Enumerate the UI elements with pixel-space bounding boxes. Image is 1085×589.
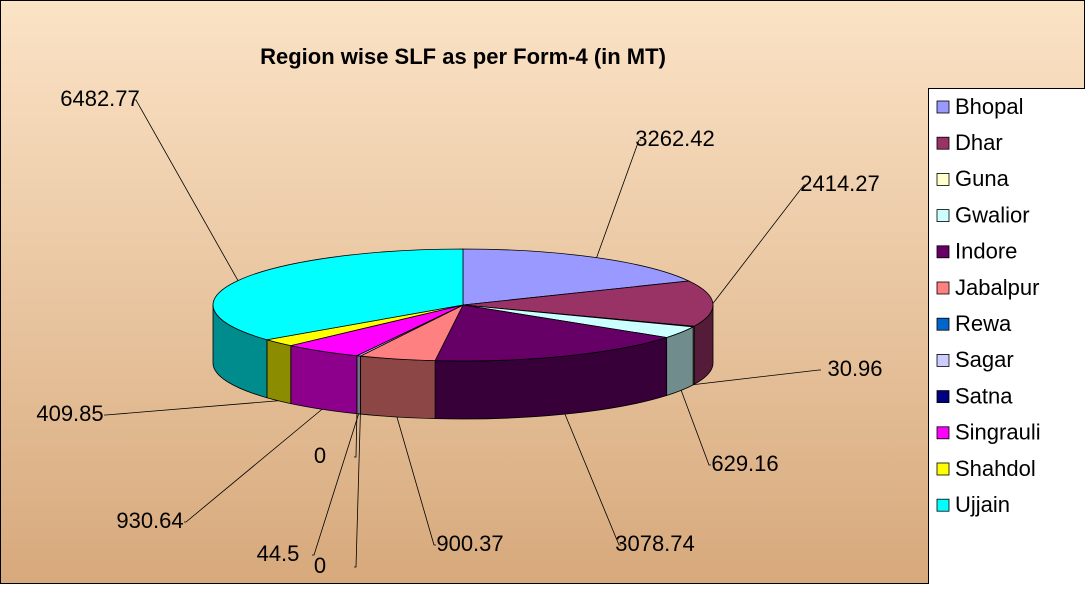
legend-swatch bbox=[937, 427, 949, 439]
legend-label: Sagar bbox=[955, 347, 1014, 372]
data-label: 2414.27 bbox=[800, 171, 880, 196]
data-label: 44.5 bbox=[257, 541, 300, 566]
legend-swatch bbox=[937, 499, 949, 511]
legend-label: Rewa bbox=[955, 311, 1012, 336]
chart-title: Region wise SLF as per Form-4 (in MT) bbox=[260, 44, 666, 69]
legend-label: Satna bbox=[955, 383, 1013, 408]
legend-label: Shahdol bbox=[955, 456, 1036, 481]
slice-side bbox=[267, 340, 291, 404]
legend-swatch bbox=[937, 354, 949, 366]
legend-swatch bbox=[937, 173, 949, 185]
legend-swatch bbox=[937, 463, 949, 475]
data-label: 3078.74 bbox=[615, 531, 695, 556]
data-label: 0 bbox=[314, 443, 326, 468]
legend-swatch bbox=[937, 282, 949, 294]
legend-label: Guna bbox=[955, 166, 1010, 191]
data-label: 930.64 bbox=[116, 508, 183, 533]
slice-side bbox=[667, 327, 693, 396]
pie bbox=[213, 249, 713, 419]
legend-label: Gwalior bbox=[955, 202, 1030, 227]
data-label: 3262.42 bbox=[635, 126, 715, 151]
legend-label: Jabalpur bbox=[955, 275, 1039, 300]
slice-side bbox=[360, 356, 435, 419]
data-label: 6482.77 bbox=[60, 86, 140, 111]
data-label: 409.85 bbox=[36, 401, 103, 426]
legend-swatch bbox=[937, 101, 949, 113]
legend-swatch bbox=[937, 210, 949, 222]
data-label: 0 bbox=[314, 553, 326, 578]
slice-side bbox=[291, 346, 357, 414]
legend-swatch bbox=[937, 137, 949, 149]
data-label: 900.37 bbox=[436, 531, 503, 556]
pie-tops bbox=[213, 249, 713, 361]
legend-label: Bhopal bbox=[955, 94, 1024, 119]
legend-label: Singrauli bbox=[955, 420, 1041, 445]
legend-label: Indore bbox=[955, 239, 1017, 264]
legend-swatch bbox=[937, 318, 949, 330]
legend-label: Dhar bbox=[955, 130, 1003, 155]
legend-swatch bbox=[937, 246, 949, 258]
legend-label: Ujjain bbox=[955, 492, 1010, 517]
slice-side bbox=[357, 356, 360, 414]
data-label: 629.16 bbox=[711, 451, 778, 476]
data-label: 30.96 bbox=[827, 356, 882, 381]
legend-swatch bbox=[937, 391, 949, 403]
